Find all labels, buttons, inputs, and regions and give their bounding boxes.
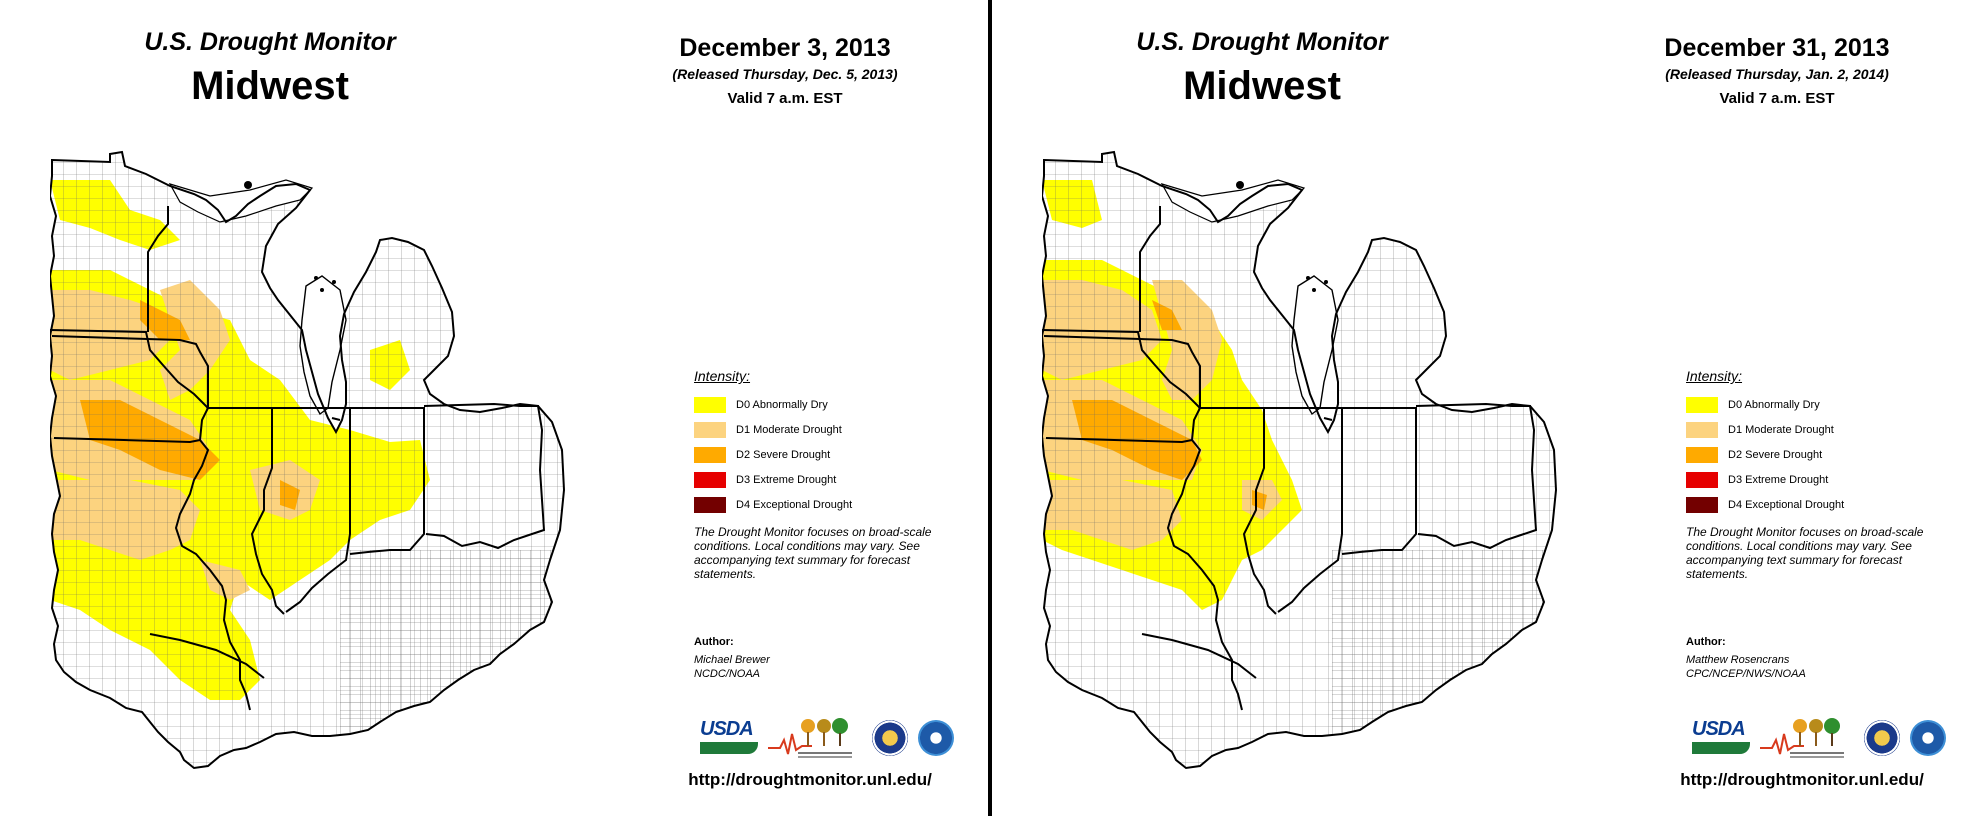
brand-title: U.S. Drought Monitor [1136,28,1388,56]
map-date: December 3, 2013 [679,34,891,62]
drought-monitor-url[interactable]: http://droughtmonitor.unl.edu/ [1680,770,1924,789]
legend-item: D3 Extreme Drought [694,467,974,492]
map-date: December 31, 2013 [1664,34,1890,62]
region-title: Midwest [1183,64,1341,108]
legend-item: D4 Exceptional Drought [1686,492,1966,517]
legend-label: D4 Exceptional Drought [736,498,853,511]
islands [244,181,336,292]
intensity-legend: Intensity: D0 Abnormally Dry D1 Moderate … [694,368,974,517]
legend-swatch [694,496,726,513]
legend-item: D2 Severe Drought [694,442,974,467]
author-org: NCDC/NOAA [694,668,761,680]
legend-label: D1 Moderate Drought [1728,423,1834,436]
valid-time: Valid 7 a.m. EST [727,90,843,107]
legend-item: D4 Exceptional Drought [694,492,974,517]
legend-label: D0 Abnormally Dry [736,398,828,411]
author-org: CPC/NCEP/NWS/NOAA [1686,668,1806,680]
usda-wordmark: USDA [700,718,754,740]
panel-dec-3: U.S. Drought Monitor Midwest December 3,… [0,0,988,816]
department-of-commerce-seal-icon [872,720,908,756]
partner-logos: USDA [700,716,960,766]
legend-item: D0 Abnormally Dry [1686,392,1966,417]
author-block: Matthew Rosencrans CPC/NCEP/NWS/NOAA [1686,653,1966,681]
author-name: Michael Brewer [694,654,770,666]
legend-label: D2 Severe Drought [1728,448,1823,461]
legend-title: Intensity: [694,368,751,384]
usda-wordmark: USDA [1692,718,1746,740]
author-heading: Author: [694,636,734,648]
department-of-commerce-seal-icon [1864,720,1900,756]
legend-item: D2 Severe Drought [1686,442,1966,467]
lake-superior [168,179,314,223]
legend-label: D3 Extreme Drought [736,473,837,486]
panel-dec-31: U.S. Drought Monitor Midwest December 31… [992,0,1980,816]
valid-time: Valid 7 a.m. EST [1719,90,1835,107]
legend-label: D4 Exceptional Drought [1728,498,1845,511]
legend-swatch [1686,421,1718,438]
usda-swoosh [700,742,758,754]
legend-swatch [1686,471,1718,488]
brand-title: U.S. Drought Monitor [144,28,396,56]
legend-title: Intensity: [1686,368,1743,384]
intensity-legend: Intensity: D0 Abnormally Dry D1 Moderate … [1686,368,1966,517]
partner-logos: USDA [1692,716,1952,766]
midwest-drought-map [50,150,566,770]
usda-swoosh [1692,742,1750,754]
region-title: Midwest [191,64,349,108]
legend-swatch [694,446,726,463]
panel-divider [988,0,992,816]
drought-monitor-url[interactable]: http://droughtmonitor.unl.edu/ [688,770,932,789]
islands [1236,181,1328,292]
noaa-logo-icon [1910,720,1946,756]
legend-label: D0 Abnormally Dry [1728,398,1820,411]
legend-swatch [1686,396,1718,413]
lake-superior [1160,179,1306,223]
state-borders [50,150,566,770]
ndmc-tree-logo-icon [768,718,852,758]
legend-item: D3 Extreme Drought [1686,467,1966,492]
legend-swatch [694,396,726,413]
legend-swatch [1686,496,1718,513]
usda-logo: USDA [700,718,758,758]
legend-label: D2 Severe Drought [736,448,831,461]
release-date: (Released Thursday, Jan. 2, 2014) [1665,66,1889,82]
legend-label: D3 Extreme Drought [1728,473,1829,486]
legend-item: D1 Moderate Drought [1686,417,1966,442]
legend-swatch [1686,446,1718,463]
disclaimer-note: The Drought Monitor focuses on broad-sca… [694,525,932,581]
noaa-logo-icon [918,720,954,756]
author-name: Matthew Rosencrans [1686,654,1790,666]
disclaimer-note: The Drought Monitor focuses on broad-sca… [1686,525,1924,581]
ndmc-tree-logo-icon [1760,718,1844,758]
author-heading: Author: [1686,636,1726,648]
author-block: Michael Brewer NCDC/NOAA [694,653,974,681]
legend-label: D1 Moderate Drought [736,423,842,436]
release-date: (Released Thursday, Dec. 5, 2013) [672,66,898,82]
legend-swatch [694,421,726,438]
legend-item: D1 Moderate Drought [694,417,974,442]
midwest-drought-map [1042,150,1558,770]
legend-swatch [694,471,726,488]
usda-logo: USDA [1692,718,1750,758]
legend-item: D0 Abnormally Dry [694,392,974,417]
state-borders [1042,150,1558,770]
